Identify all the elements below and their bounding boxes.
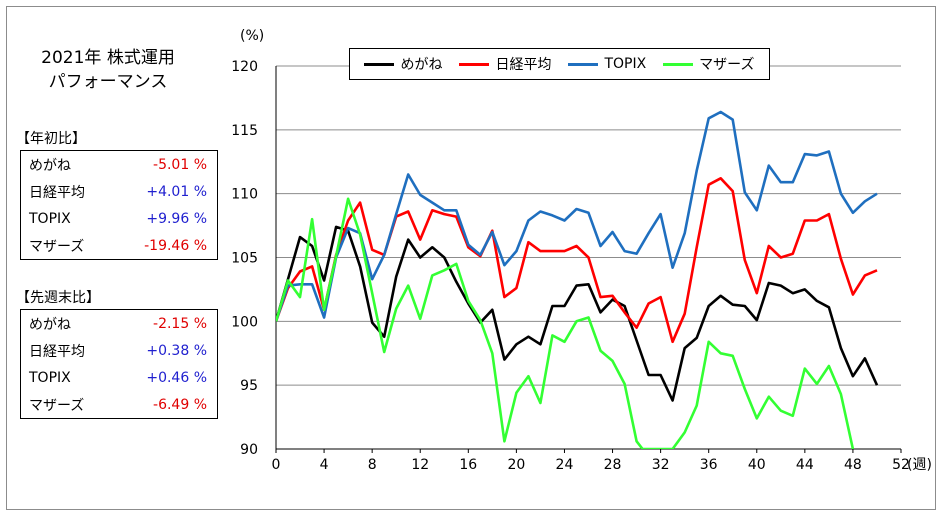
series-line <box>276 110 878 322</box>
title-line-2: パフォーマンス <box>48 72 168 92</box>
ytd-table: めがね -5.01 % 日経平均 +4.01 % TOPIX +9.96 % マ… <box>20 150 218 260</box>
legend-label: TOPIX <box>604 56 647 72</box>
wow-name: 日経平均 <box>29 343 85 360</box>
y-tick-label: 110 <box>231 187 258 203</box>
ytd-row: TOPIX +9.96 % <box>21 205 217 232</box>
legend-label: めがね <box>400 57 443 73</box>
y-tick-label: 95 <box>240 378 258 394</box>
ytd-value: -5.01 % <box>153 156 207 173</box>
series-line <box>276 197 855 449</box>
wow-table: めがね -2.15 % 日経平均 +0.38 % TOPIX +0.46 % マ… <box>20 309 218 419</box>
x-tick-label: 16 <box>459 457 477 473</box>
ytd-value: +4.01 % <box>146 183 207 200</box>
x-tick-label: 24 <box>556 457 574 473</box>
legend-swatch <box>459 62 490 66</box>
x-tick-label: 12 <box>411 457 429 473</box>
wow-row: TOPIX +0.46 % <box>21 364 217 391</box>
wow-value: -6.49 % <box>153 396 207 413</box>
y-tick-label: 115 <box>231 123 258 139</box>
ytd-name: TOPIX <box>29 210 71 227</box>
y-tick-label: 120 <box>231 59 258 75</box>
series-line <box>276 225 879 402</box>
wow-row: マザーズ -6.49 % <box>21 391 217 418</box>
x-tick-label: 32 <box>652 457 670 473</box>
ytd-name: めがね <box>29 157 71 174</box>
title-line-1: 2021年 株式運用 <box>41 48 175 68</box>
x-tick-label: 28 <box>604 457 622 473</box>
legend: めがね 日経平均 TOPIX マザーズ <box>349 48 770 80</box>
legend-swatch <box>568 62 599 66</box>
x-tick-label: 20 <box>507 457 525 473</box>
legend-label: 日経平均 <box>495 57 552 73</box>
wow-row: 日経平均 +0.38 % <box>21 337 217 364</box>
wow-row: めがね -2.15 % <box>21 310 217 337</box>
wow-value: -2.15 % <box>153 315 207 332</box>
y-tick-label: 90 <box>240 442 258 458</box>
ytd-value: +9.96 % <box>146 210 207 227</box>
x-tick-label: 36 <box>700 457 718 473</box>
y-axis-unit: (%) <box>240 28 264 44</box>
ytd-row: めがね -5.01 % <box>21 151 217 178</box>
legend-label: マザーズ <box>699 57 755 73</box>
legend-item: TOPIX <box>568 56 646 72</box>
wow-name: マザーズ <box>29 397 85 414</box>
chart-title: 2021年 株式運用 パフォーマンス <box>28 46 188 94</box>
ytd-label: 【年初比】 <box>16 131 86 147</box>
ytd-value: -19.46 % <box>144 237 207 254</box>
wow-value: +0.46 % <box>146 369 207 386</box>
series-line <box>276 177 878 344</box>
ytd-name: 日経平均 <box>29 184 85 201</box>
x-tick-label: 44 <box>796 457 814 473</box>
legend-swatch <box>663 62 694 66</box>
x-tick-label: 8 <box>368 457 377 473</box>
wow-name: めがね <box>29 316 71 333</box>
ytd-row: マザーズ -19.46 % <box>21 232 217 259</box>
ytd-row: 日経平均 +4.01 % <box>21 178 217 205</box>
x-tick-label: 52 <box>892 457 910 473</box>
legend-item: マザーズ <box>663 54 754 74</box>
legend-item: 日経平均 <box>459 54 551 74</box>
y-tick-label: 100 <box>231 314 258 330</box>
x-axis-unit: (週) <box>907 457 932 473</box>
ytd-name: マザーズ <box>29 238 85 255</box>
wow-name: TOPIX <box>29 369 71 386</box>
legend-swatch <box>364 62 395 66</box>
x-tick-label: 48 <box>844 457 862 473</box>
x-tick-label: 40 <box>748 457 766 473</box>
x-tick-label: 0 <box>272 457 281 473</box>
wow-label: 【先週末比】 <box>16 290 100 306</box>
wow-value: +0.38 % <box>146 342 207 359</box>
legend-item: めがね <box>364 54 442 74</box>
x-tick-label: 4 <box>320 457 329 473</box>
y-tick-label: 105 <box>231 251 258 267</box>
